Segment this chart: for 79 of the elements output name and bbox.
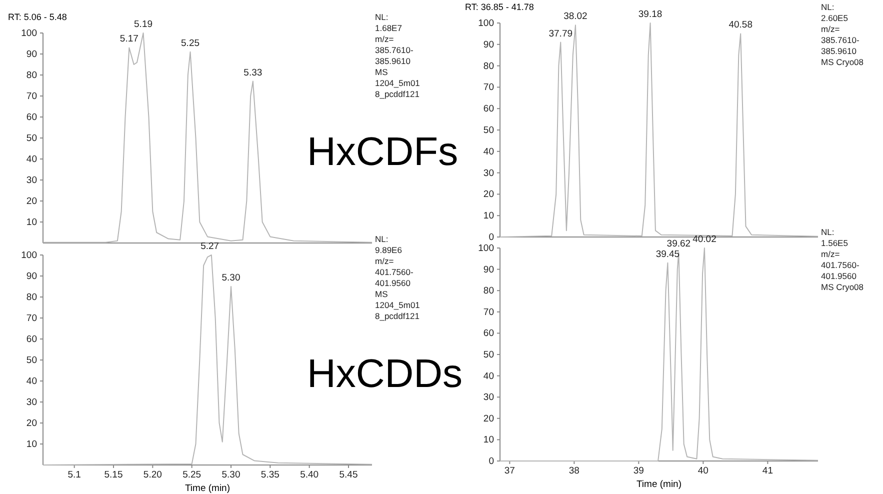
y-tick-label: 40 [483,146,494,158]
y-tick-label: 20 [483,189,494,200]
y-tick-label: 20 [26,196,37,208]
y-tick-label: 30 [26,175,37,186]
y-tick-label: 60 [483,328,494,340]
x-axis-title: Time (min) [184,483,230,494]
annotation: 39.62 [666,238,691,250]
text: NL: 1.68E7 m/z= 385.7610- 385.9610 MS 1204_5m01 8_pcddf121 [375,12,420,99]
y-tick-label: 90 [26,271,37,282]
y-tick-label: 60 [26,112,37,124]
y-tick-label: 20 [26,418,37,430]
y-tick-label: 10 [26,217,37,228]
text: NL: 1.56E5 m/z= 401.7560- 401.9560 MS Cryo08 [821,227,864,292]
annotation: 39.45 [656,248,680,260]
y-tick-label: 30 [26,397,37,408]
y-tick-label: 20 [483,413,494,424]
y-tick-label: 90 [483,39,494,50]
y-tick-label: 0 [488,232,494,244]
x-axis-title: Time (min) [636,479,682,490]
annotation: HxCDDs [307,352,463,396]
y-tick-label: 70 [26,313,37,324]
x-tick-label: 41 [762,466,773,477]
y-tick-label: 100 [478,243,494,254]
line-series [500,248,818,462]
y-tick-label: 10 [26,439,37,450]
y-tick-label: 40 [26,376,37,388]
y-tick-label: 100 [21,28,37,40]
text: NL: 2.60E5 m/z= 385.7610- 385.9610 MS Cryo08 [821,2,864,67]
y-tick-label: 10 [483,434,494,446]
annotation: 5.25 [181,38,200,49]
x-tick-label: 5.45 [339,470,358,481]
x-tick-label: 5.15 [104,470,123,481]
y-tick-label: 10 [483,210,494,222]
annotation: 5.30 [222,272,240,284]
y-tick-label: 100 [478,18,494,30]
x-tick-label: 5.35 [260,470,280,481]
y-tick-label: 30 [483,168,494,179]
x-tick-label: 5.25 [182,470,202,481]
annotation: 40.58 [728,20,752,31]
x-tick-label: 39 [633,466,644,477]
y-tick-label: 70 [483,82,494,94]
x-tick-label: 38 [568,466,580,477]
annotation: 5.27 [200,241,220,252]
annotation: 5.19 [134,19,153,30]
y-tick-label: 40 [26,154,37,166]
y-tick-label: 50 [26,355,37,366]
y-tick-label: 80 [26,292,37,304]
annotation: HxCDFs [307,130,458,174]
y-tick-label: 70 [26,91,37,102]
y-tick-label: 50 [483,125,494,136]
y-tick-label: 30 [483,392,494,404]
y-tick-label: 80 [26,70,37,82]
text: NL: 9.89E6 m/z= 401.7560- 401.9560 MS 1204_5m01 8_pcddf121 [375,234,420,321]
annotation: 40.02 [692,234,716,245]
annotation: 38.02 [564,11,588,22]
y-tick-label: 100 [21,250,37,262]
x-tick-label: 5.40 [300,470,319,481]
y-tick-label: 50 [26,133,37,144]
x-tick-label: 40 [698,466,708,477]
x-tick-label: 5.20 [143,470,162,481]
annotation: 5.33 [244,67,262,78]
y-tick-label: 60 [26,334,37,346]
y-tick-label: 0 [488,456,494,468]
y-tick-label: 90 [483,264,494,276]
y-tick-label: 70 [483,306,494,318]
y-tick-label: 90 [26,49,37,60]
x-tick-label: 5.1 [68,470,81,481]
annotation: 37.79 [548,28,573,40]
y-tick-label: 50 [483,350,494,361]
y-tick-label: 80 [483,60,494,72]
annotation: 5.17 [120,34,138,45]
y-tick-label: 40 [483,370,494,382]
y-tick-label: 80 [483,286,494,297]
annotation: 39.18 [638,9,662,20]
x-tick-label: 5.30 [222,470,240,481]
y-tick-label: 60 [483,104,494,115]
chart-title: RT: 5.06 - 5.48 [8,12,67,22]
chart-title: RT: 36.85 - 41.78 [465,2,534,12]
x-tick-label: 37 [504,466,515,477]
